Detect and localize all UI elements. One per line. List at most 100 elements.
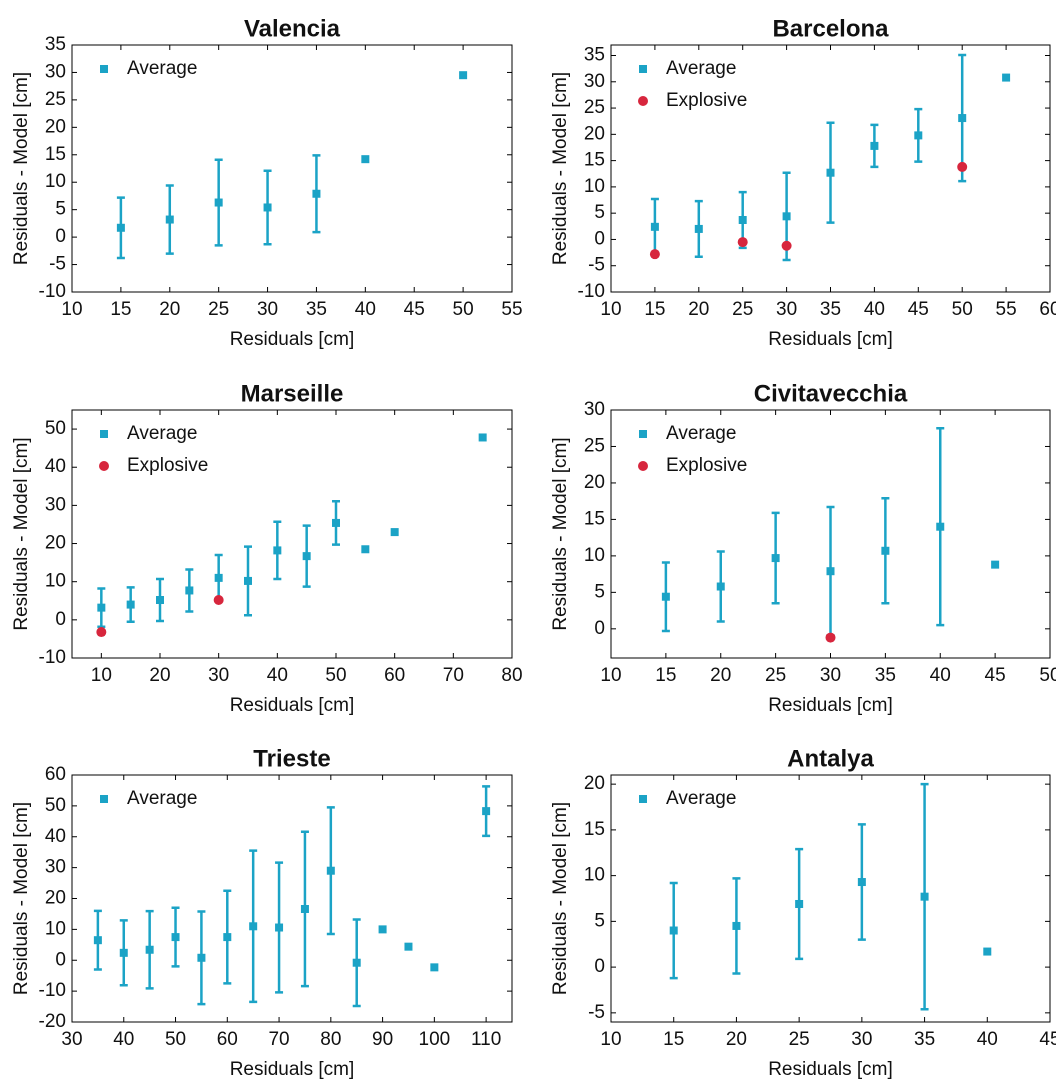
y-tick-label: -10 bbox=[39, 281, 66, 302]
y-tick-label: 25 bbox=[45, 89, 66, 110]
legend-marker bbox=[639, 795, 647, 803]
legend-label: Average bbox=[127, 423, 197, 444]
y-tick-label: 0 bbox=[594, 618, 605, 639]
average-point bbox=[430, 963, 439, 972]
y-tick-label: 0 bbox=[55, 949, 66, 970]
y-tick-label: 20 bbox=[584, 773, 605, 794]
subplot-title: Civitavecchia bbox=[754, 380, 908, 407]
axes-frame bbox=[71, 774, 513, 1023]
x-tick-label: 35 bbox=[875, 665, 896, 686]
average-point bbox=[459, 71, 468, 80]
x-tick-label: 60 bbox=[217, 1029, 238, 1050]
legend-label: Explosive bbox=[127, 455, 208, 476]
average-point bbox=[97, 603, 106, 612]
subplot: Civitavecchia Residuals [cm] Residuals - M… bbox=[550, 380, 1056, 716]
average-point bbox=[223, 933, 232, 942]
y-tick-label: 30 bbox=[584, 71, 605, 92]
y-axis-label: Residuals - Model [cm] bbox=[550, 802, 571, 995]
y-tick-label: 30 bbox=[45, 494, 66, 515]
average-point bbox=[958, 114, 967, 123]
y-tick-label: 50 bbox=[45, 418, 66, 439]
y-tick-label: 15 bbox=[584, 150, 605, 171]
legend-marker bbox=[639, 65, 647, 73]
average-point bbox=[214, 573, 223, 582]
average-point bbox=[650, 222, 659, 231]
y-tick-label: 0 bbox=[594, 228, 605, 249]
legend-label: Average bbox=[666, 58, 736, 79]
y-tick-label: 15 bbox=[584, 819, 605, 840]
x-tick-label: 55 bbox=[501, 299, 522, 320]
average-point bbox=[390, 528, 399, 537]
average-point bbox=[920, 892, 929, 901]
x-tick-label: 40 bbox=[355, 299, 376, 320]
explosive-point bbox=[825, 632, 836, 643]
average-point bbox=[404, 942, 413, 951]
x-tick-label: 110 bbox=[471, 1029, 501, 1050]
legend-marker bbox=[638, 96, 648, 106]
y-tick-label: -5 bbox=[588, 255, 605, 276]
legend-label: Average bbox=[127, 58, 197, 79]
y-tick-label: 0 bbox=[594, 956, 605, 977]
x-tick-label: 20 bbox=[726, 1029, 747, 1050]
y-tick-label: 20 bbox=[584, 123, 605, 144]
x-tick-label: 100 bbox=[419, 1029, 451, 1050]
y-tick-label: 5 bbox=[594, 910, 605, 931]
average-point bbox=[361, 155, 370, 164]
average-point bbox=[119, 948, 128, 957]
y-tick-label: 10 bbox=[584, 865, 605, 886]
legend-marker bbox=[100, 430, 108, 438]
x-tick-label: 15 bbox=[655, 665, 676, 686]
y-axis-label: Residuals - Model [cm] bbox=[550, 437, 571, 630]
legend-marker bbox=[639, 430, 647, 438]
average-point bbox=[361, 545, 370, 554]
x-tick-label: 80 bbox=[320, 1029, 341, 1050]
average-point bbox=[881, 546, 890, 555]
average-point bbox=[795, 899, 804, 908]
y-tick-label: 5 bbox=[55, 199, 66, 220]
y-tick-label: 5 bbox=[594, 202, 605, 223]
x-tick-label: 30 bbox=[820, 665, 841, 686]
subplot: Trieste Residuals [cm] Residuals - Model [… bbox=[11, 745, 513, 1080]
y-tick-label: 15 bbox=[584, 508, 605, 529]
x-tick-label: 40 bbox=[267, 665, 288, 686]
x-tick-label: 30 bbox=[208, 665, 229, 686]
average-point bbox=[482, 807, 491, 816]
y-tick-label: -10 bbox=[39, 647, 66, 668]
y-axis-label: Residuals - Model [cm] bbox=[11, 72, 32, 265]
y-tick-label: 5 bbox=[594, 581, 605, 602]
average-point bbox=[936, 522, 945, 531]
average-point bbox=[738, 216, 747, 225]
y-tick-label: 30 bbox=[584, 399, 605, 420]
subplot-title: Valencia bbox=[244, 15, 341, 42]
y-tick-label: 10 bbox=[45, 571, 66, 592]
y-axis-label: Residuals - Model [cm] bbox=[550, 72, 571, 265]
legend-marker bbox=[99, 461, 109, 471]
average-point bbox=[300, 904, 309, 913]
average-point bbox=[914, 131, 923, 140]
x-tick-label: 40 bbox=[864, 299, 885, 320]
explosive-point bbox=[649, 249, 660, 260]
y-tick-label: 20 bbox=[584, 472, 605, 493]
average-point bbox=[302, 552, 311, 561]
y-tick-label: -5 bbox=[49, 254, 66, 275]
average-point bbox=[171, 933, 180, 942]
explosive-point bbox=[781, 240, 792, 251]
x-tick-label: 35 bbox=[820, 299, 841, 320]
average-point bbox=[782, 212, 791, 221]
x-tick-label: 50 bbox=[1039, 665, 1056, 686]
x-tick-label: 50 bbox=[952, 299, 973, 320]
axes-frame bbox=[610, 409, 1051, 659]
x-tick-label: 25 bbox=[208, 299, 229, 320]
subplot-title: Antalya bbox=[787, 745, 874, 772]
average-point bbox=[826, 567, 835, 576]
x-tick-label: 35 bbox=[914, 1029, 935, 1050]
x-tick-label: 25 bbox=[789, 1029, 810, 1050]
y-tick-label: 10 bbox=[584, 545, 605, 566]
x-tick-label: 50 bbox=[453, 299, 474, 320]
average-point bbox=[771, 554, 780, 563]
y-tick-label: -10 bbox=[39, 980, 66, 1001]
explosive-point bbox=[737, 237, 748, 248]
legend-label: Average bbox=[666, 423, 736, 444]
axes-frame bbox=[610, 44, 1051, 293]
average-point bbox=[694, 224, 703, 233]
